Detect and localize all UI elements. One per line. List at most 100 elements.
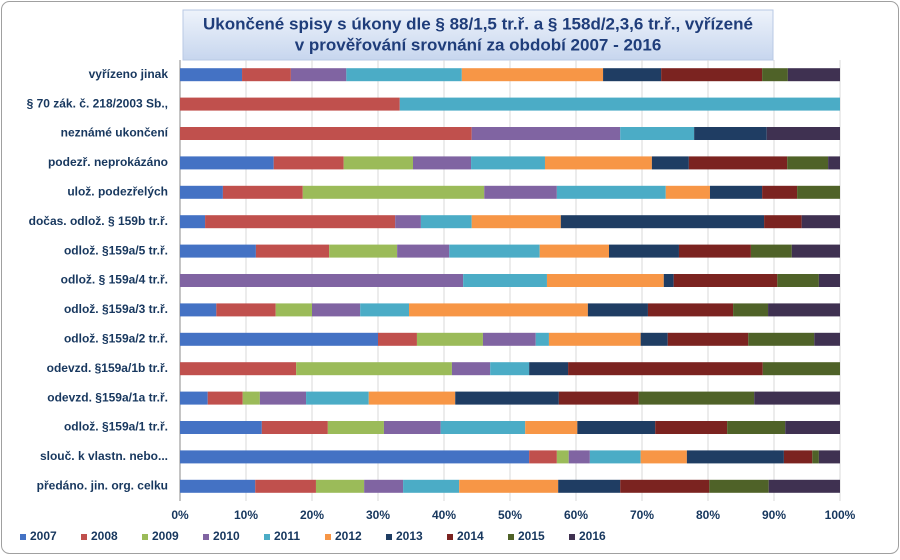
bar-segment (455, 391, 559, 405)
bar-segment (399, 97, 840, 111)
y-tick-label: odevzd. §159a/1b tr.ř. (47, 361, 168, 375)
bar-segment (490, 362, 530, 376)
bar-segment (420, 215, 472, 229)
bar-segment (661, 68, 763, 82)
y-tick-label: odlož. § 159a/4 tr.ř. (61, 273, 168, 287)
bar-segment (529, 450, 557, 464)
bar-segment (647, 303, 734, 317)
y-tick-label: předáno. jin. org. celku (37, 478, 168, 492)
bar-segment (364, 479, 404, 493)
legend-swatch (386, 534, 392, 540)
bar-segment (440, 421, 526, 434)
legend-label: 2009 (152, 529, 179, 543)
bar-segment (180, 450, 530, 464)
bar-segment (180, 244, 256, 258)
bar-segment (783, 450, 813, 464)
legend-swatch (264, 534, 270, 540)
bar-segment (180, 97, 400, 111)
bar-segment (343, 156, 413, 170)
legend-swatch (81, 534, 87, 540)
x-tick-label: 100% (825, 508, 856, 522)
x-tick-label: 40% (432, 508, 456, 522)
y-tick-label: odlož. §159a/1 tr.ř. (64, 420, 168, 434)
bar-segment (568, 362, 763, 376)
y-tick-label: odlož. §159a/5 tr.ř. (64, 243, 168, 257)
x-tick-label: 80% (696, 508, 720, 522)
bar-segment (180, 215, 206, 229)
bar-segment (412, 156, 472, 170)
bar-segment (463, 274, 547, 287)
legend-swatch (203, 534, 209, 540)
y-tick-label: podezř. neprokázáno (48, 155, 168, 169)
bar-segment (275, 303, 312, 317)
bar-segment (180, 362, 297, 376)
bar-segment (242, 391, 260, 405)
y-tick-label: neznámé ukončení (61, 126, 169, 140)
legend-label: 2011 (274, 529, 300, 543)
x-tick-label: 0% (171, 508, 189, 522)
bar-segment (525, 421, 578, 434)
bar-segment (259, 391, 307, 405)
legend-label: 2008 (91, 529, 118, 543)
bar-segment (787, 156, 829, 170)
y-tick-label: § 70 zák. č. 218/2003 Sb., (27, 96, 168, 110)
bar-segment (409, 303, 588, 317)
x-tick-label: 10% (234, 508, 258, 522)
x-tick-label: 50% (498, 508, 522, 522)
x-tick-label: 30% (366, 508, 390, 522)
bar-segment (397, 244, 450, 258)
bar-segment (688, 156, 788, 170)
bar-segment (449, 244, 540, 258)
bar-segment (180, 421, 262, 434)
bar-segment (801, 215, 840, 229)
bar-segment (180, 479, 256, 493)
bar-segment (620, 479, 710, 493)
bar-segment (748, 332, 815, 346)
bar-segment (665, 185, 710, 199)
bar-segment (207, 391, 243, 405)
bar-segment (539, 244, 609, 258)
chart-title: v prověřování srovnání za období 2007 - … (295, 35, 662, 54)
bar-segment (762, 68, 788, 82)
x-tick-label: 70% (630, 508, 654, 522)
bar-segment (785, 421, 840, 434)
bar-segment (568, 450, 590, 464)
bar-segment (558, 479, 621, 493)
bar-segment (727, 421, 786, 434)
legend-swatch (569, 534, 575, 540)
bar-segment (482, 332, 536, 346)
y-tick-label: odlož. §159a/3 tr.ř. (64, 302, 168, 316)
bar-segment (255, 479, 316, 493)
bar-segment (529, 362, 569, 376)
bar-segment (663, 274, 674, 287)
legend-swatch (325, 534, 331, 540)
bar-segment (558, 391, 639, 405)
bar-segment (667, 332, 749, 346)
bar-segment (261, 421, 328, 434)
bar-segment (768, 479, 840, 493)
bar-segment (312, 303, 361, 317)
bar-segment (346, 68, 462, 82)
bar-segment (733, 303, 769, 317)
bar-segment (709, 479, 769, 493)
bar-segment (383, 421, 441, 434)
bar-segment (180, 156, 274, 170)
bar-segment (694, 127, 767, 140)
bar-segment (180, 185, 223, 199)
bar-segment (812, 450, 819, 464)
bar-segment (548, 332, 641, 346)
y-tick-label: dočas. odlož. § 159b tr.ř. (29, 214, 168, 228)
bar-segment (640, 332, 668, 346)
bar-segment (556, 450, 569, 464)
bar-segment (302, 185, 485, 199)
bar-segment (620, 127, 695, 140)
bar-segment (180, 274, 464, 287)
bar-segment (180, 68, 243, 82)
legend-label: 2016 (579, 529, 606, 543)
bar-segment (603, 68, 662, 82)
bar-segment (678, 244, 751, 258)
y-tick-label: odevzd. §159a/1a tr.ř. (47, 390, 168, 404)
bar-segment (471, 215, 561, 229)
chart-title: Ukončené spisy s úkony dle § 88/1,5 tr.ř… (203, 14, 753, 33)
